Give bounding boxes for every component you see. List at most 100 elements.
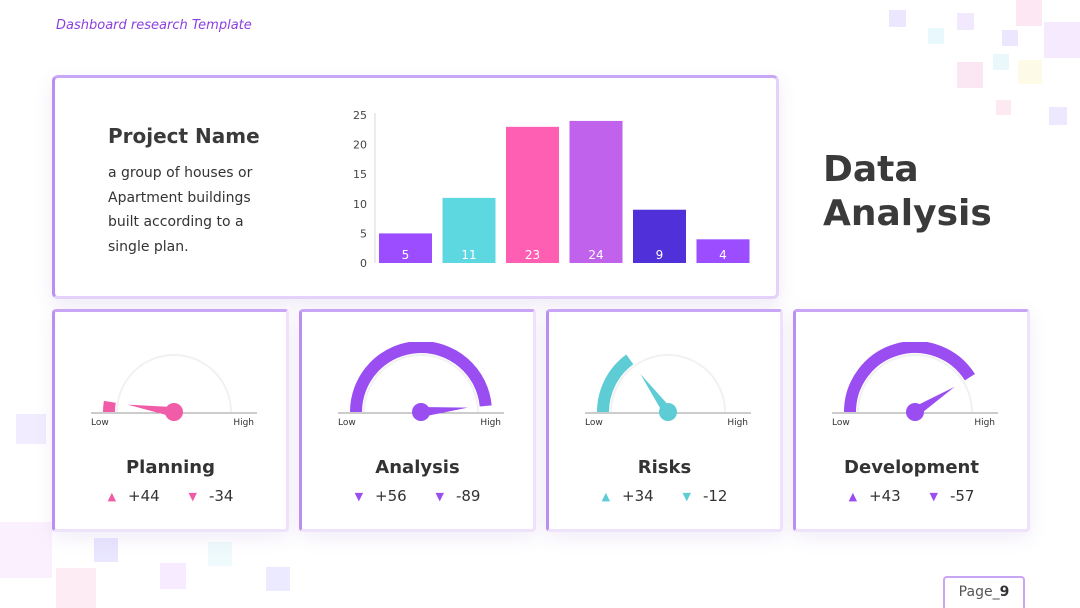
decor-square bbox=[1002, 30, 1018, 46]
gauge-high-label: High bbox=[974, 418, 995, 428]
decrease-value: -89 bbox=[455, 487, 481, 505]
page-value: 9 bbox=[999, 584, 1010, 600]
gauge-stats: ▲ +43 ▼ -57 bbox=[796, 487, 1027, 505]
project-description: a group of houses or Apartment buildings… bbox=[108, 165, 253, 255]
page-title-line-2: Analysis bbox=[823, 193, 992, 234]
gauge-card-risks: Low High Risks ▲ +34 ▼ -12 bbox=[546, 309, 783, 532]
bar bbox=[379, 233, 432, 263]
decor-square bbox=[94, 538, 118, 562]
page-number: Page_9 bbox=[943, 576, 1025, 608]
gauge-low-label: Low bbox=[338, 418, 356, 428]
gauge-needle bbox=[127, 404, 175, 417]
risks-gauge: Low High bbox=[585, 354, 751, 442]
decor-square bbox=[996, 100, 1011, 115]
decor-square bbox=[1018, 60, 1042, 84]
decor-square bbox=[1044, 22, 1080, 58]
y-tick-label: 10 bbox=[353, 198, 367, 211]
gauge-card-planning: Low High Planning ▲ +44 ▼ -34 bbox=[52, 309, 289, 532]
y-tick-label: 20 bbox=[353, 139, 367, 152]
gauge-card-development: Low High Development ▲ +43 ▼ -57 bbox=[793, 309, 1030, 532]
y-tick-label: 0 bbox=[360, 257, 367, 270]
down-triangle-icon: ▼ bbox=[188, 490, 197, 503]
down-triangle-icon: ▼ bbox=[354, 490, 364, 503]
gauge-stats: ▲ +34 ▼ -12 bbox=[549, 487, 780, 505]
y-tick-label: 5 bbox=[360, 227, 367, 240]
bar bbox=[569, 120, 623, 263]
gauge-needle bbox=[420, 407, 468, 417]
decor-square bbox=[889, 10, 906, 27]
up-triangle-icon: ▲ bbox=[601, 490, 611, 503]
decrease-stat: ▼ -34 bbox=[182, 487, 239, 505]
increase-value: +43 bbox=[869, 487, 901, 505]
page-title-line-1: Data bbox=[823, 149, 919, 190]
decrease-stat: ▼ -89 bbox=[429, 487, 486, 505]
gauge-label: Planning bbox=[125, 457, 215, 478]
increase-value: +44 bbox=[128, 487, 160, 505]
gauge-arc bbox=[597, 354, 634, 413]
gauge-high-label: High bbox=[480, 418, 501, 428]
decor-square bbox=[957, 13, 974, 30]
down-triangle-icon: ▼ bbox=[435, 490, 444, 503]
bar-chart: 0 5 10 15 20 25 5 11 23 24 9 4 bbox=[353, 109, 750, 270]
bar-value-label: 4 bbox=[719, 248, 727, 262]
template-title: Dashboard research Template bbox=[56, 18, 252, 33]
gauge-hub bbox=[412, 403, 430, 421]
increase-stat: ▲ +44 bbox=[102, 487, 166, 505]
decor-square bbox=[208, 542, 232, 566]
gauge-hub bbox=[165, 403, 183, 421]
gauge-hub bbox=[659, 403, 677, 421]
increase-stat: ▲ +34 bbox=[596, 487, 660, 505]
gauge-low-label: Low bbox=[91, 418, 109, 428]
decor-square bbox=[957, 62, 983, 88]
gauge-hub bbox=[906, 403, 924, 421]
gauge-card-analysis: Low High Analysis ▼ +56 ▼ -89 bbox=[299, 309, 536, 532]
bar-value-label: 5 bbox=[402, 248, 410, 262]
increase-stat: ▲ +43 bbox=[843, 487, 907, 505]
gauge-high-label: High bbox=[233, 418, 254, 428]
decor-square bbox=[928, 28, 944, 44]
gauge-low-label: Low bbox=[832, 418, 850, 428]
bar bbox=[442, 197, 496, 263]
project-card: Project Name a group of houses or Apartm… bbox=[52, 75, 779, 299]
development-gauge: Low High bbox=[832, 342, 998, 442]
decor-square bbox=[0, 522, 52, 578]
analysis-gauge: Low High bbox=[338, 342, 504, 442]
bar-value-label: 23 bbox=[525, 248, 540, 262]
increase-stat: ▼ +56 bbox=[349, 487, 413, 505]
gauge-arc bbox=[350, 342, 492, 413]
gauge-stats: ▼ +56 ▼ -89 bbox=[302, 487, 533, 505]
gauge-arc bbox=[844, 342, 975, 413]
page-label: Page_ bbox=[958, 584, 1000, 600]
down-triangle-icon: ▼ bbox=[682, 490, 691, 503]
gauge-label: Risks bbox=[637, 457, 692, 478]
down-triangle-icon: ▼ bbox=[929, 490, 938, 503]
increase-value: +56 bbox=[375, 487, 407, 505]
bar bbox=[696, 239, 750, 263]
gauge-stats: ▲ +44 ▼ -34 bbox=[55, 487, 286, 505]
bar-value-label: 24 bbox=[588, 248, 603, 262]
decor-square bbox=[266, 567, 290, 591]
decrease-value: -34 bbox=[208, 487, 234, 505]
up-triangle-icon: ▲ bbox=[848, 490, 858, 503]
y-tick-label: 25 bbox=[353, 109, 367, 122]
bar-value-label: 11 bbox=[461, 248, 476, 262]
up-triangle-icon: ▲ bbox=[107, 490, 117, 503]
increase-value: +34 bbox=[622, 487, 654, 505]
decrease-value: -57 bbox=[949, 487, 975, 505]
decor-square bbox=[1049, 107, 1067, 125]
gauge-arc bbox=[103, 400, 116, 413]
decor-square bbox=[1016, 0, 1042, 26]
bar bbox=[633, 209, 686, 263]
project-name: Project Name bbox=[108, 124, 260, 148]
bar-value-label: 9 bbox=[656, 248, 664, 262]
decrease-stat: ▼ -57 bbox=[923, 487, 980, 505]
decor-square bbox=[160, 563, 186, 589]
page-title: Data Analysis bbox=[823, 148, 992, 236]
gauge-high-label: High bbox=[727, 418, 748, 428]
bar bbox=[506, 126, 559, 263]
decor-square bbox=[993, 54, 1009, 70]
decor-square bbox=[56, 568, 96, 608]
y-tick-label: 15 bbox=[353, 168, 367, 181]
decrease-stat: ▼ -12 bbox=[676, 487, 733, 505]
decor-square bbox=[16, 414, 46, 444]
